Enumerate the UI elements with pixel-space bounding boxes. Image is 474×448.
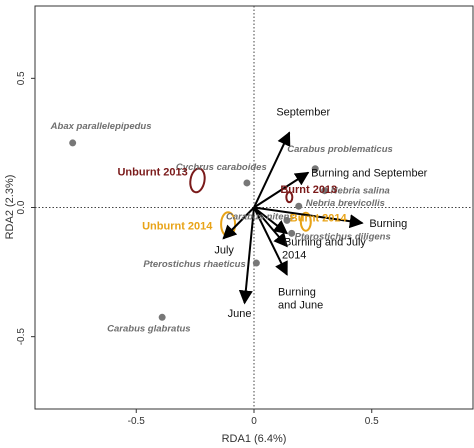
arrow-burning — [253, 206, 364, 229]
group-ellipse-burnt-2013 — [285, 191, 294, 204]
arrow-burning-and-june — [253, 207, 288, 276]
vector-label-burning-and-september: Burning and September — [311, 168, 428, 180]
labels: Abax parallelepipedus Cychrus caraboides C… — [50, 107, 428, 335]
species-point-nebria-salina — [321, 187, 329, 195]
y-tick-label: 0.5 — [16, 71, 27, 85]
y-tick-label: -0.5 — [16, 328, 27, 346]
group-label-burnt-2014: Burnt 2014 — [290, 213, 348, 225]
species-point-carabus-problematicus — [311, 165, 319, 173]
vector-label-burning: Burning — [369, 218, 407, 230]
arrow-2014 — [253, 206, 288, 248]
group-ellipse-unburnt-2013 — [189, 167, 206, 194]
species-label-pterostichus-diligens: Pterostichus diligens — [295, 231, 391, 242]
species-label-carabus-nitens: Carabus nitens — [226, 211, 295, 222]
arrow-july — [222, 206, 255, 240]
species-label-cychrus-caraboides: Cychrus caraboides — [176, 162, 267, 173]
x-tick-label: 0 — [251, 416, 257, 427]
species-label-carabus-problematicus: Carabus problematicus — [287, 144, 393, 155]
species-point-nebria-brevicollis — [295, 202, 303, 210]
vector-label-september: September — [276, 107, 330, 119]
species-point-cychrus-caraboides — [243, 179, 251, 187]
species-point-carabus-glabratus — [158, 313, 166, 321]
arrow-burning-and-september — [253, 171, 310, 209]
x-tick-label: 0.5 — [365, 416, 379, 427]
x-tick-label: -0.5 — [128, 416, 146, 427]
vector-label-june: June — [228, 308, 252, 320]
arrow-june — [238, 207, 255, 305]
group-label-unburnt-2013: Unburnt 2013 — [117, 166, 187, 178]
group-ellipse-burnt-2014 — [299, 211, 312, 232]
vector-label-burning-and-june: Burning and June — [278, 287, 323, 312]
reference-lines — [35, 6, 473, 409]
y-tick-label: 0.0 — [16, 200, 27, 214]
species-label-pterostichus-rhaeticus: Pterostichus rhaeticus — [143, 259, 245, 270]
species-label-carabus-glabratus: Carabus glabratus — [107, 323, 190, 334]
axes: -0.5 0 0.5 -0.5 0.0 0.5 — [16, 71, 379, 427]
vector-label-july: July — [214, 245, 234, 257]
vector-label-2014: 2014 — [282, 249, 306, 261]
species-point-carabus-nitens — [283, 216, 291, 224]
vector-label-burning-and-july: Burning and July — [284, 236, 366, 248]
arrow-september — [253, 131, 291, 208]
species-point-pterostichus-rhaeticus — [252, 259, 260, 267]
species-label-nebria-salina: Nebria salina — [331, 186, 390, 197]
species-point-pterostichus-diligens — [288, 229, 296, 237]
species-label-nebria-brevicollis: Nebria brevicollis — [306, 198, 385, 209]
y-axis-label: RDA2 (2.3%) — [4, 175, 16, 240]
arrow-burning-and-july — [253, 206, 289, 235]
species-label-abax-parallelepipedus: Abax parallelepipedus — [50, 121, 152, 132]
species-points — [69, 139, 329, 321]
species-point-abax-parallelepipedus — [69, 139, 77, 147]
x-axis-label: RDA1 (6.4%) — [222, 433, 287, 445]
environmental-arrows — [222, 131, 364, 305]
group-label-unburnt-2014: Unburnt 2014 — [142, 220, 213, 232]
group-label-burnt-2013: Burnt 2013 — [280, 184, 337, 196]
